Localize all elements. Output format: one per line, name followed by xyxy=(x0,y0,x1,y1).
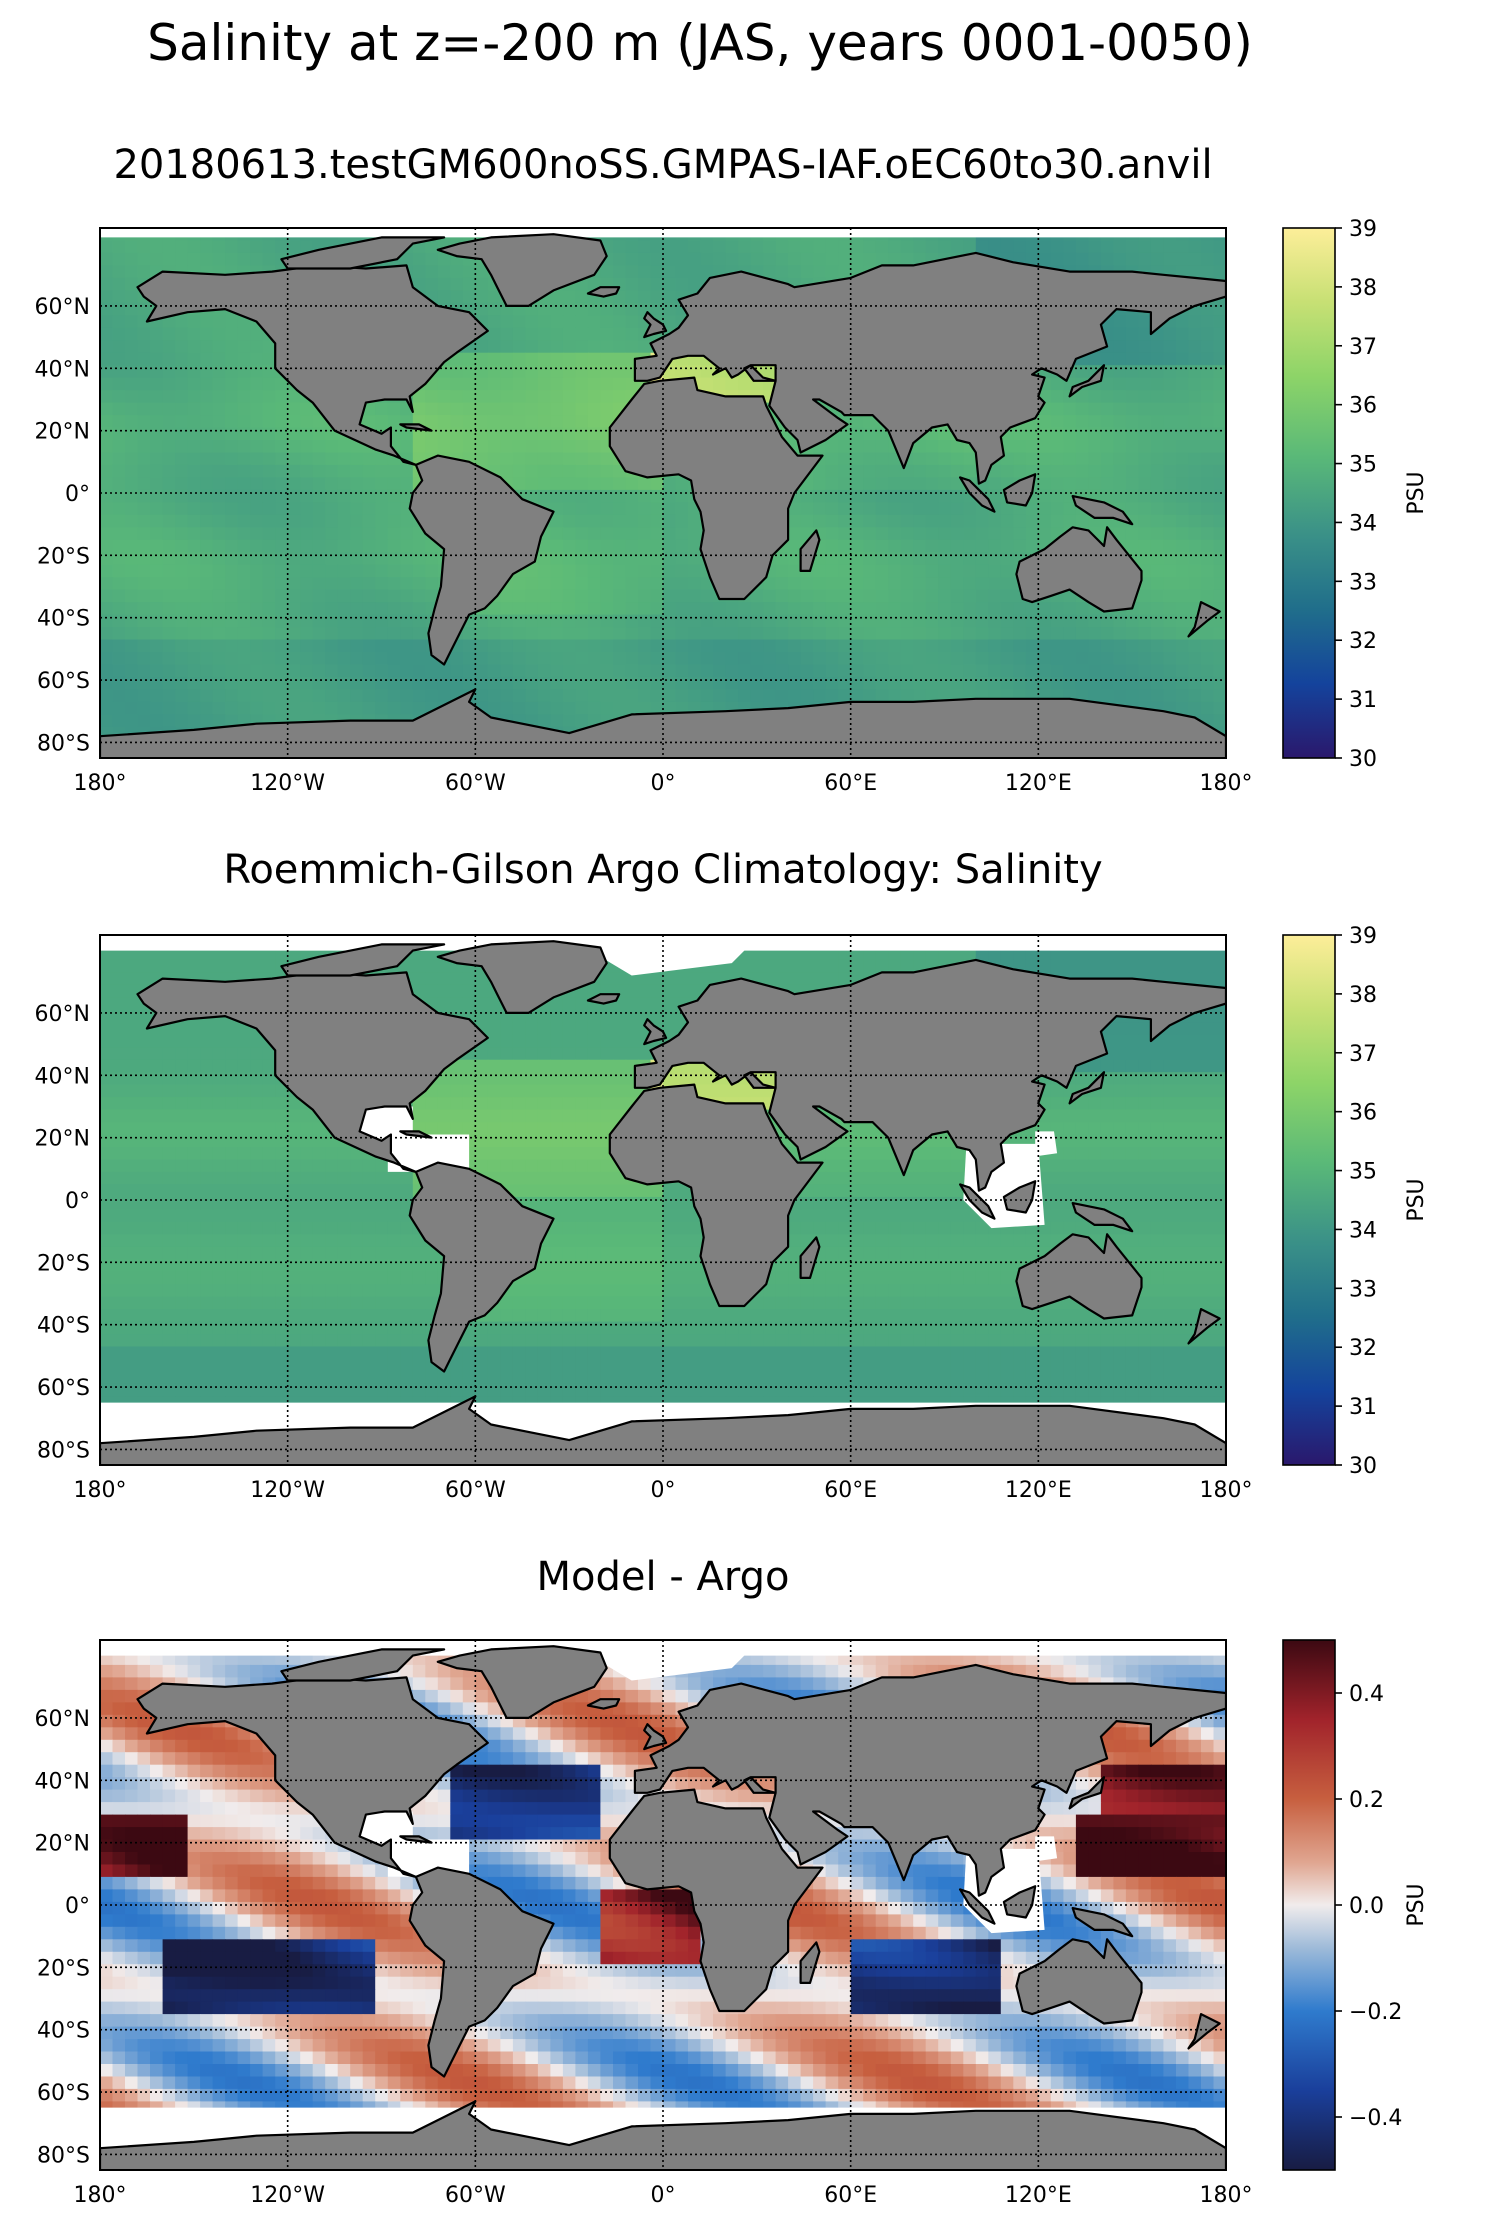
x-tick-label: 60°E xyxy=(824,1478,877,1503)
map-area xyxy=(100,935,1226,1465)
colorbar-tick-label: 32 xyxy=(1349,1336,1377,1361)
x-tick-label: 120°E xyxy=(1005,771,1072,796)
colorbar-tick-label: 38 xyxy=(1349,276,1377,301)
map-frame xyxy=(99,934,1227,1466)
y-tick-label: 40°S xyxy=(37,2019,90,2044)
x-tick-label: 180° xyxy=(1200,1478,1253,1503)
panel-2: Roemmich-Gilson Argo Climatology: Salini… xyxy=(35,847,1429,1503)
x-tick-label: 60°W xyxy=(445,771,506,796)
subplot-title: Model - Argo xyxy=(537,1554,790,1600)
panel-3: Model - Argo 180° 120°W 60°W 0° 60°E 120°E 180°… xyxy=(35,1554,1429,2208)
x-tick-label: 60°E xyxy=(824,771,877,796)
y-tick-label: 20°N xyxy=(35,1832,90,1857)
colorbar-gradient xyxy=(1282,934,1336,1466)
y-tick-label: 20°S xyxy=(37,1956,90,1981)
colorbar-gradient xyxy=(1282,227,1336,759)
x-tick-label: 120°W xyxy=(250,2183,325,2208)
x-tick-label: 120°E xyxy=(1005,2183,1072,2208)
x-tick-label: 180° xyxy=(1200,2183,1253,2208)
map-frame xyxy=(99,227,1227,759)
y-tick-label: 40°S xyxy=(37,1314,90,1339)
colorbar-tick-label: 33 xyxy=(1349,1277,1377,1302)
map-area xyxy=(100,1640,1226,2170)
x-tick-label: 0° xyxy=(651,771,676,796)
y-tick-label: 80°S xyxy=(37,1438,90,1463)
colorbar-tick-label: 38 xyxy=(1349,983,1377,1008)
map-frame xyxy=(99,1639,1227,2171)
x-tick-label: 120°W xyxy=(250,771,325,796)
y-tick-label: 60°S xyxy=(37,669,90,694)
y-tick-label: 80°S xyxy=(37,731,90,756)
x-tick-label: 120°W xyxy=(250,1478,325,1503)
colorbar-tick-label: −0.4 xyxy=(1349,2106,1402,2131)
y-tick-label: 40°N xyxy=(35,1064,90,1089)
colorbar-tick-label: 36 xyxy=(1349,394,1377,419)
x-tick-label: 180° xyxy=(1200,771,1253,796)
y-tick-label: 80°S xyxy=(37,2143,90,2168)
subplot-title: Roemmich-Gilson Argo Climatology: Salini… xyxy=(223,847,1102,893)
gridlines xyxy=(100,1640,1226,2170)
y-tick-label: 0° xyxy=(65,1894,90,1919)
y-tick-label: 20°N xyxy=(35,420,90,445)
colorbar-tick-label: 31 xyxy=(1349,688,1377,713)
x-tick-label: 60°E xyxy=(824,2183,877,2208)
y-tick-label: 40°S xyxy=(37,607,90,632)
colorbar-tick-label: 0.2 xyxy=(1349,1788,1384,1813)
colorbar-label: PSU xyxy=(1404,1178,1429,1221)
y-tick-label: 60°N xyxy=(35,1707,90,1732)
x-tick-label: 120°E xyxy=(1005,1478,1072,1503)
y-tick-label: 60°S xyxy=(37,1376,90,1401)
colorbar-label: PSU xyxy=(1404,471,1429,514)
gridlines xyxy=(100,935,1226,1465)
colorbar-tick-label: 34 xyxy=(1349,511,1377,536)
x-tick-label: 60°W xyxy=(445,1478,506,1503)
x-tick-label: 180° xyxy=(74,2183,127,2208)
colorbar-label: PSU xyxy=(1404,1883,1429,1926)
colorbar: 39 38 37 36 35 34 33 32 31 30 PSU xyxy=(1282,924,1429,1479)
map-area xyxy=(100,228,1226,758)
colorbar: 39 38 37 36 35 34 33 32 31 30 PSU xyxy=(1282,217,1429,772)
colorbar-gradient xyxy=(1282,1639,1336,2171)
x-tick-label: 180° xyxy=(74,1478,127,1503)
x-tick-label: 180° xyxy=(74,771,127,796)
figure-title: Salinity at z=-200 m (JAS, years 0001-00… xyxy=(147,14,1253,72)
x-tick-label: 60°W xyxy=(445,2183,506,2208)
y-tick-label: 20°S xyxy=(37,1251,90,1276)
y-tick-label: 40°N xyxy=(35,1769,90,1794)
colorbar-tick-label: 39 xyxy=(1349,924,1377,949)
y-tick-label: 20°N xyxy=(35,1127,90,1152)
colorbar-tick-label: 34 xyxy=(1349,1218,1377,1243)
y-tick-label: 0° xyxy=(65,1189,90,1214)
colorbar-tick-label: 0.4 xyxy=(1349,1682,1384,1707)
colorbar: 0.4 0.2 0.0 −0.2 −0.4 PSU xyxy=(1282,1639,1429,2171)
colorbar-tick-label: −0.2 xyxy=(1349,2000,1402,2025)
y-tick-label: 20°S xyxy=(37,544,90,569)
y-tick-label: 0° xyxy=(65,482,90,507)
gridlines xyxy=(100,228,1226,758)
colorbar-tick-label: 31 xyxy=(1349,1395,1377,1420)
colorbar-tick-label: 30 xyxy=(1349,747,1377,772)
colorbar-tick-label: 35 xyxy=(1349,453,1377,478)
colorbar-tick-label: 30 xyxy=(1349,1454,1377,1479)
panel-1: 20180613.testGM600noSS.GMPAS-IAF.oEC60to… xyxy=(35,142,1429,796)
y-tick-label: 60°S xyxy=(37,2081,90,2106)
y-tick-label: 60°N xyxy=(35,295,90,320)
colorbar-tick-label: 36 xyxy=(1349,1101,1377,1126)
subplot-title: 20180613.testGM600noSS.GMPAS-IAF.oEC60to… xyxy=(113,142,1212,188)
colorbar-tick-label: 37 xyxy=(1349,335,1377,360)
colorbar-tick-label: 39 xyxy=(1349,217,1377,242)
colorbar-tick-label: 32 xyxy=(1349,629,1377,654)
y-tick-label: 40°N xyxy=(35,357,90,382)
y-tick-label: 60°N xyxy=(35,1002,90,1027)
colorbar-tick-label: 33 xyxy=(1349,570,1377,595)
colorbar-tick-label: 35 xyxy=(1349,1160,1377,1185)
colorbar-tick-label: 0.0 xyxy=(1349,1894,1384,1919)
x-tick-label: 0° xyxy=(651,1478,676,1503)
x-tick-label: 0° xyxy=(651,2183,676,2208)
panels: 20180613.testGM600noSS.GMPAS-IAF.oEC60to… xyxy=(35,142,1429,2208)
colorbar-tick-label: 37 xyxy=(1349,1042,1377,1067)
